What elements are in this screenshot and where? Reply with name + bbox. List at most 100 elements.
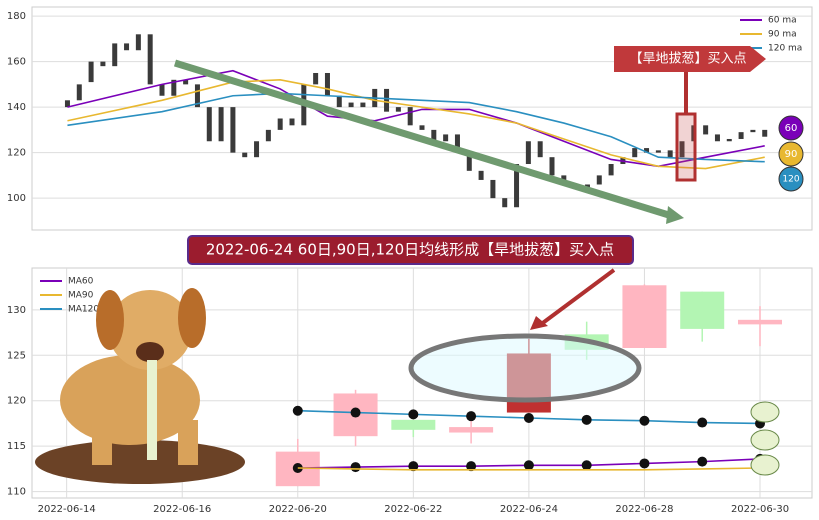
candle-body bbox=[100, 61, 106, 67]
candle-body bbox=[667, 150, 673, 158]
ma-dot bbox=[581, 414, 592, 425]
ma-dot bbox=[697, 417, 708, 428]
pointer-head bbox=[530, 316, 548, 330]
candle-body bbox=[449, 427, 494, 433]
candle-body bbox=[419, 125, 425, 130]
candle-body bbox=[466, 152, 472, 171]
ma-dot bbox=[466, 461, 477, 472]
candle-body bbox=[183, 79, 189, 85]
x-tick-label: 2022-06-20 bbox=[269, 504, 327, 515]
candle-body bbox=[384, 88, 390, 112]
x-tick-label: 2022-06-24 bbox=[500, 504, 558, 515]
candle-body bbox=[726, 138, 732, 142]
annotation-box bbox=[614, 46, 766, 72]
x-tick-label: 2022-06-16 bbox=[153, 504, 211, 515]
highlight-ellipse bbox=[408, 333, 642, 403]
candle-body bbox=[336, 95, 342, 108]
candle-body bbox=[230, 107, 236, 153]
candle-body bbox=[714, 134, 720, 142]
candle-body bbox=[391, 419, 436, 430]
legend-label: 90 ma bbox=[768, 30, 797, 40]
candle-body bbox=[395, 107, 401, 112]
trend-arrow bbox=[173, 59, 674, 220]
candle-body bbox=[348, 102, 354, 108]
badge-label: 60 bbox=[785, 123, 798, 134]
candle-body bbox=[289, 118, 295, 126]
candle-body bbox=[490, 179, 496, 199]
candle-body bbox=[443, 134, 449, 142]
ma-dot bbox=[408, 409, 419, 420]
ma-dot bbox=[408, 461, 419, 472]
candle-body bbox=[194, 84, 200, 108]
y-tick-label: 120 bbox=[7, 148, 26, 159]
x-tick-label: 2022-06-14 bbox=[38, 504, 96, 515]
y-tick-label: 110 bbox=[7, 487, 26, 498]
legend-label: MA120 bbox=[68, 305, 99, 315]
ma-dot bbox=[523, 413, 534, 423]
candle-body bbox=[277, 118, 283, 130]
legend-label: MA60 bbox=[68, 277, 94, 287]
candle-body bbox=[206, 107, 212, 142]
candle-body bbox=[514, 164, 520, 208]
candle-body bbox=[644, 148, 650, 153]
candle-body bbox=[64, 100, 70, 108]
y-tick-label: 130 bbox=[7, 305, 26, 316]
title-box bbox=[187, 235, 634, 265]
candle-body bbox=[76, 84, 82, 101]
x-tick-label: 2022-06-28 bbox=[615, 504, 673, 515]
top-panel bbox=[31, 6, 813, 231]
pointer bbox=[538, 268, 616, 327]
ma-dot bbox=[581, 460, 592, 471]
x-tick-label: 2022-06-22 bbox=[384, 504, 442, 515]
ma-dot bbox=[466, 411, 477, 422]
candle-body bbox=[88, 61, 94, 83]
candle-body bbox=[632, 148, 638, 158]
candle-body bbox=[313, 72, 319, 85]
ma-line bbox=[297, 467, 761, 471]
candle-body bbox=[147, 34, 153, 85]
x-tick-label: 2022-06-30 bbox=[731, 504, 789, 515]
candle-body bbox=[135, 34, 141, 51]
chart-title: 2022-06-24 60日,90日,120日均线形成【旱地拔葱】买入点 bbox=[206, 241, 614, 259]
annotation: 【旱地拔葱】买入点 bbox=[629, 52, 746, 67]
candle-body bbox=[679, 141, 685, 158]
y-tick-label: 180 bbox=[7, 11, 26, 22]
candle-body bbox=[124, 43, 130, 51]
y-tick-label: 100 bbox=[7, 193, 26, 204]
y-tick-label: 125 bbox=[7, 350, 26, 361]
candle-body bbox=[254, 141, 260, 158]
candle-body bbox=[171, 79, 177, 96]
badge bbox=[778, 141, 804, 167]
ma-dot bbox=[639, 415, 650, 426]
badge bbox=[778, 166, 804, 192]
legend-label: 60 ma bbox=[768, 16, 797, 26]
candle-body bbox=[324, 72, 330, 96]
candle-body bbox=[407, 107, 413, 126]
y-tick-label: 140 bbox=[7, 102, 26, 113]
candle-body bbox=[750, 129, 756, 133]
y-tick-label: 120 bbox=[7, 396, 26, 407]
ma-dot bbox=[350, 462, 361, 473]
dog-illustration bbox=[35, 288, 245, 484]
candle-body bbox=[159, 84, 165, 96]
candle-body bbox=[525, 141, 531, 165]
candle-body bbox=[218, 107, 224, 142]
candle-body bbox=[431, 129, 437, 142]
legend-label: MA90 bbox=[68, 291, 94, 301]
candle-body bbox=[360, 102, 366, 108]
candle-body bbox=[655, 150, 661, 153]
candle-body bbox=[738, 132, 744, 139]
legend-label: 120 ma bbox=[768, 44, 802, 54]
ma-dot bbox=[697, 456, 708, 467]
badge-label: 120 bbox=[782, 175, 799, 185]
trend-arrow-head bbox=[666, 206, 684, 224]
candle-body bbox=[242, 152, 248, 158]
candle-body bbox=[265, 129, 271, 142]
candle-body bbox=[502, 198, 508, 208]
candle-body bbox=[596, 175, 602, 185]
ma-dot bbox=[292, 405, 303, 416]
candle-body bbox=[112, 43, 118, 67]
candle-body bbox=[703, 125, 709, 135]
ma-dot bbox=[639, 458, 650, 469]
